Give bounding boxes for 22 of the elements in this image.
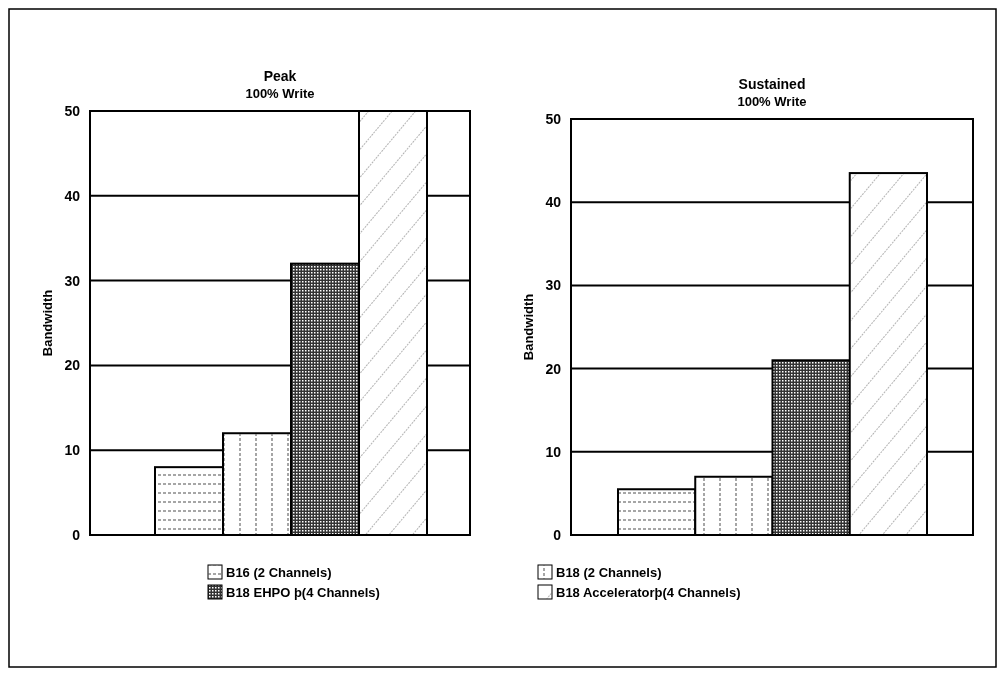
y-axis-title: Bandwidth	[40, 289, 55, 357]
y-tick-label: 0	[72, 526, 81, 543]
chart-subtitle: 100% Write	[737, 94, 807, 109]
legend-label: B18 (2 Channels)	[556, 565, 662, 580]
y-tick-label: 50	[545, 110, 562, 127]
y-tick-label: 40	[545, 194, 562, 211]
y-tick-label: 40	[64, 187, 81, 204]
y-tick-label: 50	[64, 102, 81, 119]
chart-subtitle: 100% Write	[245, 86, 315, 101]
legend-label: B18 EHPO þ(4 Channels)	[226, 585, 380, 600]
y-tick-label: 20	[545, 360, 562, 377]
y-tick-label: 0	[553, 526, 562, 543]
y-tick-label: 20	[64, 357, 81, 374]
chart-title: Peak	[263, 68, 297, 84]
y-axis-title: Bandwidth	[521, 293, 536, 361]
y-tick-label: 10	[64, 442, 81, 459]
y-tick-label: 30	[64, 272, 81, 289]
legend-label: B16 (2 Channels)	[226, 565, 332, 580]
chart-title: Sustained	[738, 76, 806, 92]
legend-label: B18 Acceleratorþ(4 Channels)	[556, 585, 741, 600]
y-tick-label: 30	[545, 277, 562, 294]
y-tick-label: 10	[545, 443, 562, 460]
